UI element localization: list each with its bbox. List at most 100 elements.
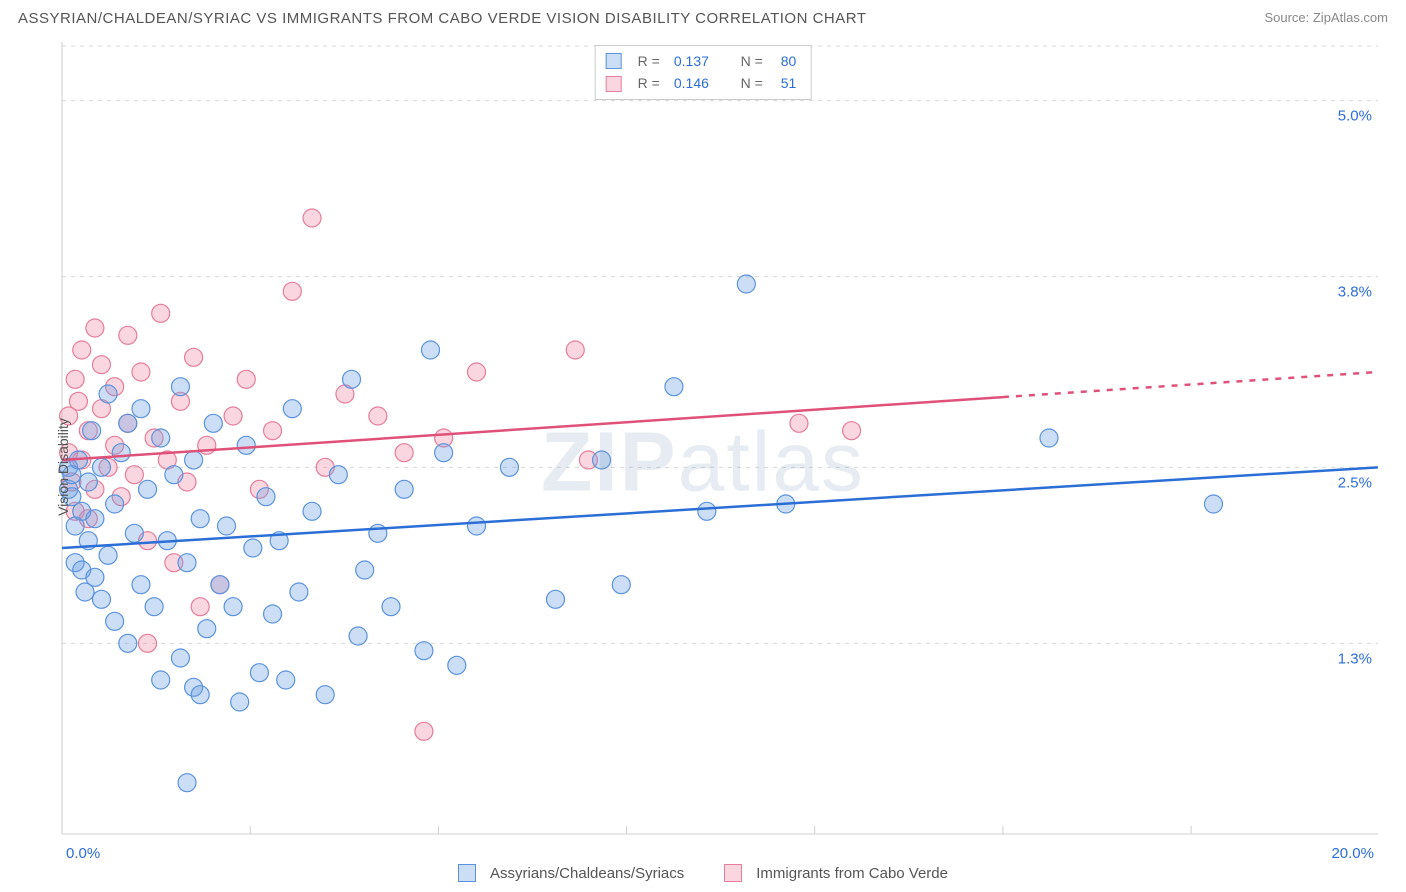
data-point bbox=[139, 480, 157, 498]
trend-line bbox=[62, 467, 1378, 548]
y-tick-label: 2.5% bbox=[1338, 474, 1372, 491]
data-point bbox=[99, 385, 117, 403]
chart-title: ASSYRIAN/CHALDEAN/SYRIAC VS IMMIGRANTS F… bbox=[18, 10, 866, 27]
data-point bbox=[125, 466, 143, 484]
data-point bbox=[106, 612, 124, 630]
data-point bbox=[843, 422, 861, 440]
data-point bbox=[152, 671, 170, 689]
data-point bbox=[566, 341, 584, 359]
data-point bbox=[283, 400, 301, 418]
trend-line bbox=[62, 397, 1003, 460]
data-point bbox=[112, 444, 130, 462]
x-tick-label: 20.0% bbox=[1331, 845, 1374, 862]
scatter-chart: 1.3%2.5%3.8%5.0%0.0%20.0% bbox=[18, 42, 1388, 892]
y-axis-label: Vision Disability bbox=[55, 418, 71, 516]
data-point bbox=[92, 356, 110, 374]
data-point bbox=[448, 656, 466, 674]
legend-label: Assyrians/Chaldeans/Syriacs bbox=[490, 865, 684, 882]
data-point bbox=[99, 546, 117, 564]
data-point bbox=[415, 722, 433, 740]
data-point bbox=[547, 590, 565, 608]
data-point bbox=[264, 605, 282, 623]
data-point bbox=[171, 649, 189, 667]
data-point bbox=[198, 620, 216, 638]
data-point bbox=[316, 686, 334, 704]
data-point bbox=[79, 473, 97, 491]
data-point bbox=[86, 510, 104, 528]
source-prefix: Source: bbox=[1264, 10, 1312, 25]
legend-swatch bbox=[606, 53, 622, 69]
data-point bbox=[211, 576, 229, 594]
data-point bbox=[125, 524, 143, 542]
data-point bbox=[303, 502, 321, 520]
data-point bbox=[106, 495, 124, 513]
data-point bbox=[250, 664, 268, 682]
data-point bbox=[224, 598, 242, 616]
stats-legend-row: R =0.146 N = 51 bbox=[606, 72, 801, 94]
data-point bbox=[132, 400, 150, 418]
data-point bbox=[329, 466, 347, 484]
data-point bbox=[356, 561, 374, 579]
data-point bbox=[244, 539, 262, 557]
r-label: R = bbox=[638, 72, 660, 94]
data-point bbox=[92, 458, 110, 476]
data-point bbox=[73, 341, 91, 359]
data-point bbox=[69, 392, 87, 410]
data-point bbox=[1040, 429, 1058, 447]
data-point bbox=[343, 370, 361, 388]
data-point bbox=[468, 517, 486, 535]
data-point bbox=[500, 458, 518, 476]
chart-area: Vision Disability 1.3%2.5%3.8%5.0%0.0%20… bbox=[18, 42, 1388, 892]
chart-header: ASSYRIAN/CHALDEAN/SYRIAC VS IMMIGRANTS F… bbox=[0, 0, 1406, 40]
legend-swatch bbox=[458, 864, 476, 882]
y-tick-label: 5.0% bbox=[1338, 108, 1372, 125]
r-value: 0.146 bbox=[670, 72, 713, 94]
data-point bbox=[237, 370, 255, 388]
data-point bbox=[139, 634, 157, 652]
source-name: ZipAtlas.com bbox=[1313, 10, 1388, 25]
data-point bbox=[698, 502, 716, 520]
data-point bbox=[277, 671, 295, 689]
data-point bbox=[178, 774, 196, 792]
data-point bbox=[132, 576, 150, 594]
legend-swatch bbox=[606, 76, 622, 92]
data-point bbox=[303, 209, 321, 227]
data-point bbox=[92, 590, 110, 608]
data-point bbox=[264, 422, 282, 440]
data-point bbox=[382, 598, 400, 616]
r-value: 0.137 bbox=[670, 50, 713, 72]
data-point bbox=[1205, 495, 1223, 513]
data-point bbox=[415, 642, 433, 660]
data-point bbox=[290, 583, 308, 601]
data-point bbox=[178, 554, 196, 572]
data-point bbox=[665, 378, 683, 396]
data-point bbox=[191, 510, 209, 528]
data-point bbox=[468, 363, 486, 381]
data-point bbox=[395, 480, 413, 498]
data-point bbox=[152, 304, 170, 322]
data-point bbox=[257, 488, 275, 506]
data-point bbox=[593, 451, 611, 469]
data-point bbox=[119, 414, 137, 432]
data-point bbox=[119, 326, 137, 344]
data-point bbox=[737, 275, 755, 293]
data-point bbox=[119, 634, 137, 652]
stats-legend-row: R =0.137 N = 80 bbox=[606, 50, 801, 72]
y-tick-label: 3.8% bbox=[1338, 284, 1372, 301]
data-point bbox=[165, 466, 183, 484]
n-value: 80 bbox=[773, 50, 800, 72]
legend-item: Immigrants from Cabo Verde bbox=[724, 864, 948, 882]
data-point bbox=[224, 407, 242, 425]
data-point bbox=[369, 407, 387, 425]
data-point bbox=[185, 348, 203, 366]
data-point bbox=[191, 686, 209, 704]
source-credit: Source: ZipAtlas.com bbox=[1264, 10, 1388, 25]
data-point bbox=[395, 444, 413, 462]
data-point bbox=[237, 436, 255, 454]
data-point bbox=[421, 341, 439, 359]
data-point bbox=[790, 414, 808, 432]
n-value: 51 bbox=[773, 72, 800, 94]
data-point bbox=[86, 568, 104, 586]
trend-line-dashed bbox=[1003, 372, 1378, 397]
r-label: R = bbox=[638, 50, 660, 72]
